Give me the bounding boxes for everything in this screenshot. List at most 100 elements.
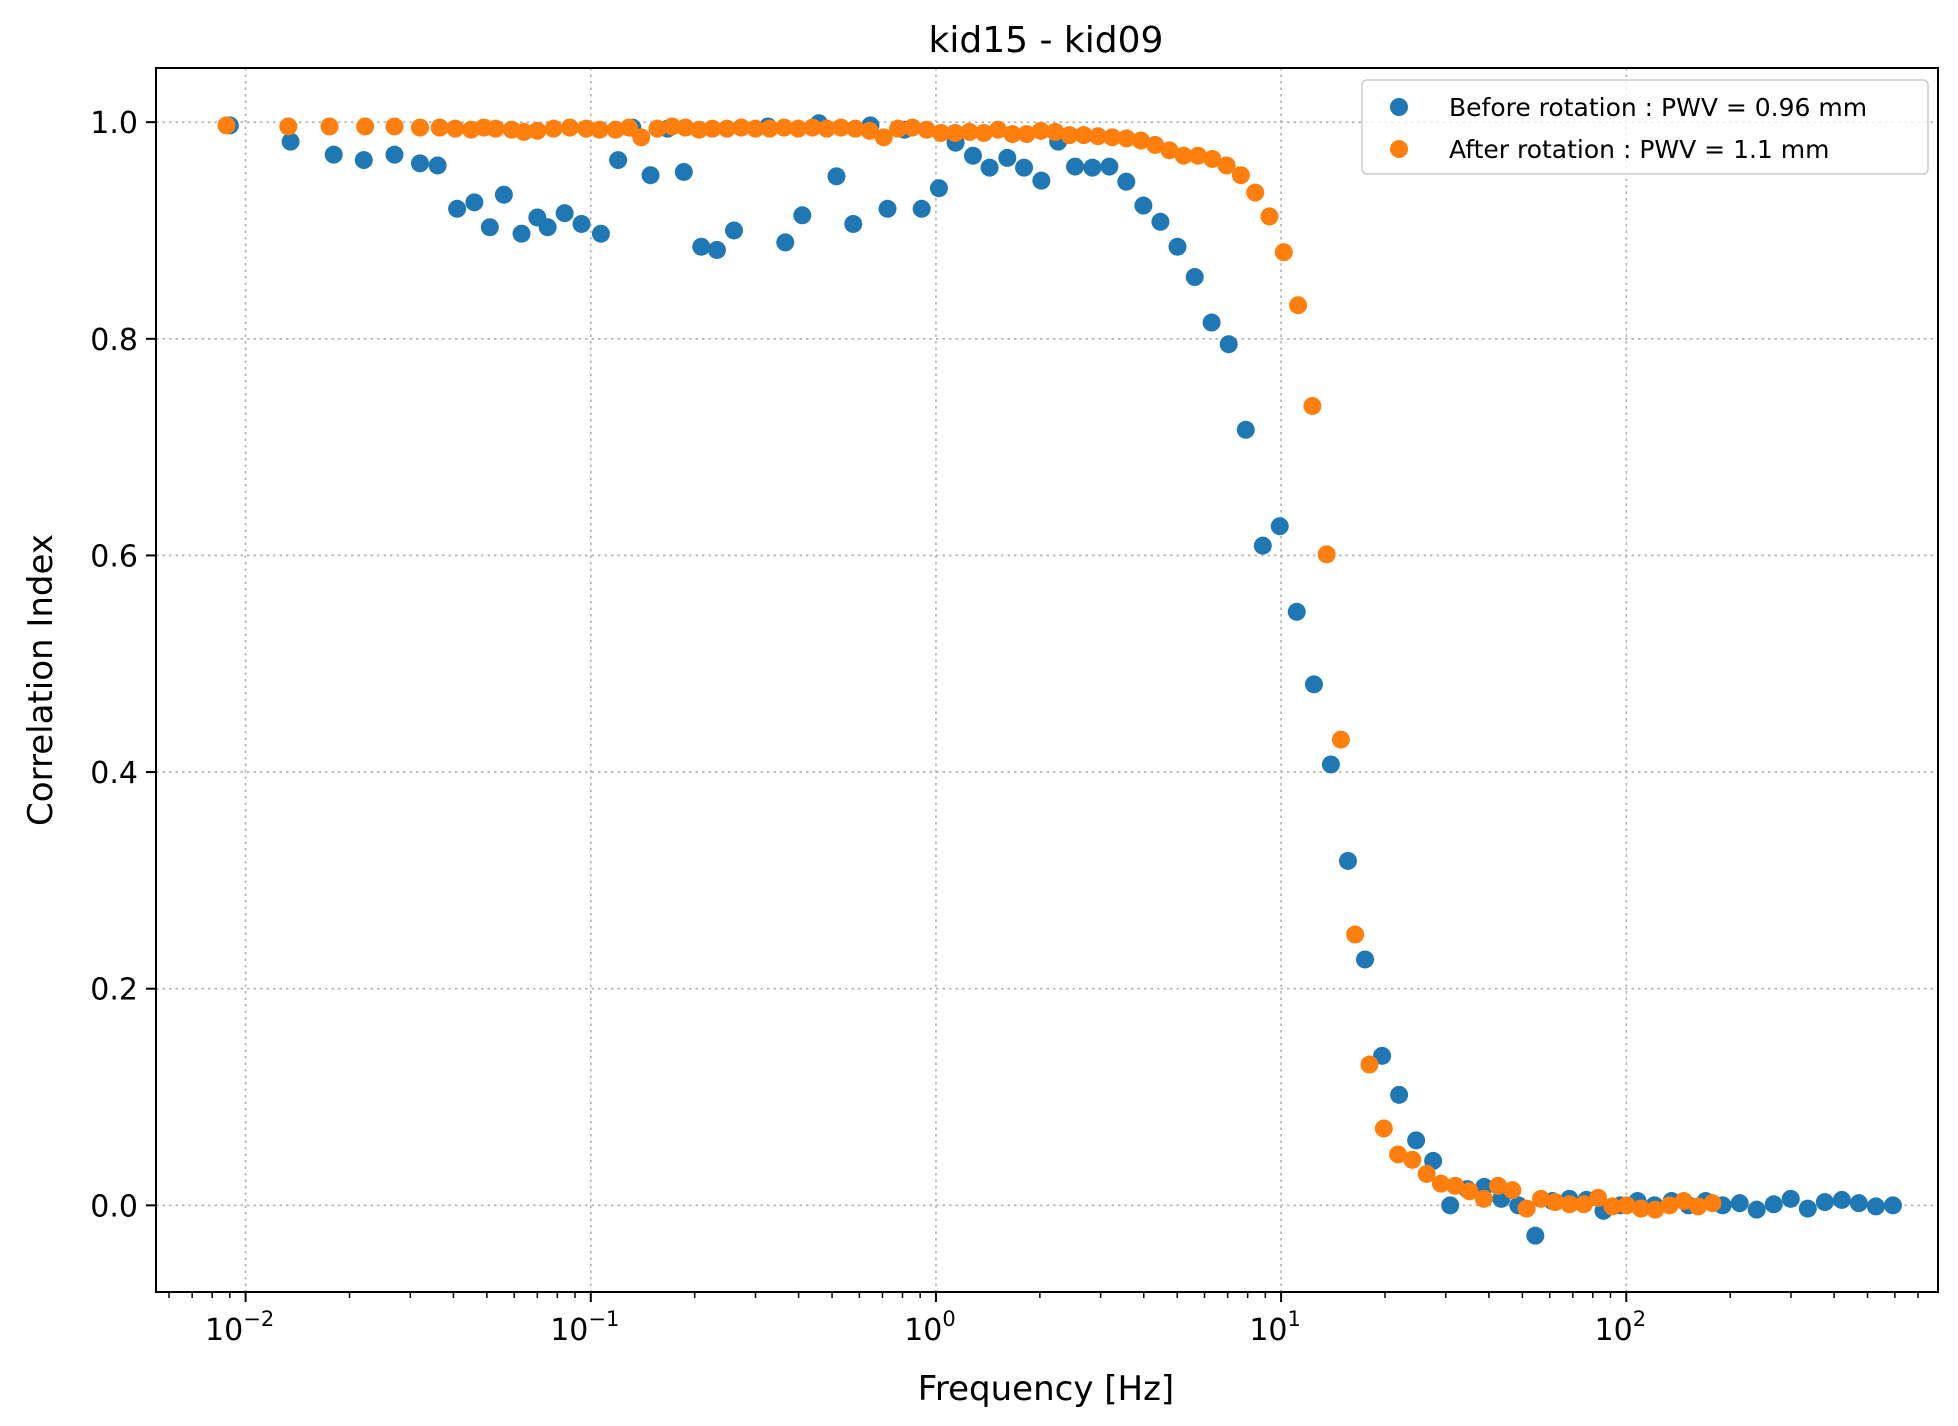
x-tick-label-base: 10 xyxy=(205,1313,243,1348)
y-tick-label: 0.8 xyxy=(90,323,138,358)
data-point-after xyxy=(676,118,695,137)
data-point-after xyxy=(1374,1119,1393,1138)
data-point-before xyxy=(1390,1085,1409,1104)
data-point-after xyxy=(717,119,736,138)
data-point-after xyxy=(1503,1181,1522,1200)
y-tick-label: 0.0 xyxy=(90,1189,138,1224)
data-point-before xyxy=(572,214,591,233)
data-point-before xyxy=(1747,1200,1766,1219)
data-point-before xyxy=(1134,196,1153,215)
data-point-after xyxy=(1674,1192,1693,1211)
data-point-before xyxy=(912,199,931,218)
data-point-after xyxy=(860,121,879,140)
data-point-after xyxy=(931,123,950,142)
data-point-after xyxy=(663,117,682,136)
data-point-after xyxy=(1317,545,1336,564)
data-point-before xyxy=(929,179,948,198)
data-point-before xyxy=(641,166,660,185)
data-point-before xyxy=(1219,335,1238,354)
data-point-after xyxy=(803,118,822,137)
data-point-after xyxy=(1217,156,1236,175)
data-point-after xyxy=(1246,183,1265,202)
data-point-before xyxy=(1083,158,1102,177)
data-point-after xyxy=(903,118,922,137)
data-point-after xyxy=(514,122,533,141)
data-point-after xyxy=(1031,121,1050,140)
data-point-after xyxy=(1560,1195,1579,1214)
data-point-after xyxy=(606,120,625,139)
data-point-after xyxy=(960,122,979,141)
data-point-before xyxy=(844,214,863,233)
y-axis-label: Correlation Index xyxy=(21,534,61,826)
data-point-after xyxy=(1517,1199,1536,1218)
data-point-after xyxy=(1117,129,1136,148)
data-point-before xyxy=(410,154,429,173)
data-point-before xyxy=(1883,1196,1902,1215)
data-point-before xyxy=(1253,536,1272,555)
x-tick-label-exponent: 1 xyxy=(1288,1307,1301,1331)
data-point-after xyxy=(1360,1055,1379,1074)
data-point-before xyxy=(878,199,897,218)
data-point-after xyxy=(1146,135,1165,154)
data-point-before xyxy=(692,237,711,256)
data-point-after xyxy=(1403,1150,1422,1169)
plot-frame xyxy=(155,67,1939,1293)
legend-marker-before xyxy=(1390,98,1408,116)
legend-frame xyxy=(1361,79,1929,175)
data-point-after xyxy=(1274,243,1293,262)
data-point-after xyxy=(1060,126,1079,145)
data-point-after xyxy=(1160,141,1179,160)
data-point-before xyxy=(591,224,610,243)
data-point-after xyxy=(1689,1197,1708,1216)
legend: Before rotation : PWV = 0.96 mm After ro… xyxy=(1361,79,1929,175)
data-point-before xyxy=(1781,1189,1800,1208)
legend-label-after: After rotation : PWV = 1.1 mm xyxy=(1449,135,1829,164)
data-point-after xyxy=(1431,1174,1450,1193)
data-point-after xyxy=(1074,126,1093,145)
data-point-before xyxy=(1270,517,1289,536)
data-point-after xyxy=(832,118,851,137)
data-point-after xyxy=(1131,131,1150,150)
data-point-before xyxy=(1815,1193,1834,1212)
data-point-before xyxy=(494,185,513,204)
data-point-after xyxy=(746,119,765,138)
data-point-before xyxy=(1866,1197,1885,1216)
data-point-after xyxy=(989,120,1008,139)
data-point-after xyxy=(446,119,465,138)
data-point-before xyxy=(1338,851,1357,870)
x-tick-label: 10−1 xyxy=(550,1307,619,1348)
data-point-after xyxy=(817,119,836,138)
data-point-before xyxy=(1441,1196,1460,1215)
data-point-before xyxy=(1798,1199,1817,1218)
data-point-before xyxy=(609,151,628,170)
data-point-after xyxy=(946,123,965,142)
data-point-after xyxy=(1574,1195,1593,1214)
data-point-after xyxy=(410,118,429,137)
data-point-after xyxy=(486,119,505,138)
data-point-after xyxy=(1631,1199,1650,1218)
data-point-after xyxy=(648,119,667,138)
data-point-after xyxy=(1703,1194,1722,1213)
data-point-after xyxy=(1531,1189,1550,1208)
data-point-before xyxy=(354,151,373,170)
x-tick-label-exponent: −1 xyxy=(588,1307,619,1331)
data-point-after xyxy=(1046,122,1065,141)
data-point-before xyxy=(1304,675,1323,694)
data-point-after xyxy=(544,119,563,138)
data-point-after xyxy=(632,128,651,147)
data-point-after xyxy=(1546,1193,1565,1212)
data-point-after xyxy=(430,118,449,137)
data-point-after xyxy=(1460,1182,1479,1201)
data-point-before xyxy=(1373,1046,1392,1065)
data-point-after xyxy=(1489,1176,1508,1195)
x-tick-label-base: 10 xyxy=(1595,1313,1633,1348)
data-point-before xyxy=(1287,602,1306,621)
data-point-before xyxy=(1168,237,1187,256)
data-point-before xyxy=(555,204,574,223)
data-point-after xyxy=(690,120,709,139)
data-point-after xyxy=(1603,1197,1622,1216)
data-point-after xyxy=(1203,149,1222,168)
